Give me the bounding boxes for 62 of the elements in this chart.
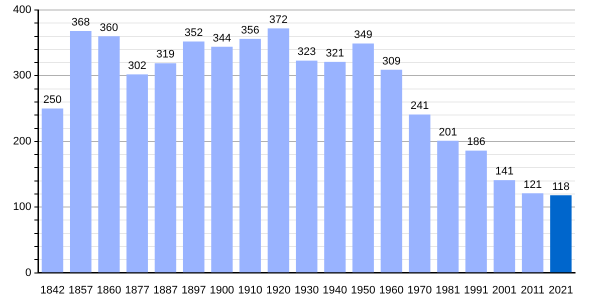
data-label: 319: [156, 48, 175, 61]
y-tick-label: 200: [12, 135, 32, 148]
bar: [522, 193, 544, 272]
bar: [352, 44, 374, 272]
bar: [182, 42, 204, 272]
x-tick-label: 1960: [379, 284, 404, 296]
bar: [239, 38, 261, 272]
bar: [550, 195, 572, 272]
bar: [98, 36, 120, 272]
bar: [70, 31, 92, 272]
data-label: 323: [297, 46, 316, 58]
data-label: 309: [382, 55, 401, 68]
bar: [296, 60, 318, 272]
x-tick-label: 1860: [96, 284, 122, 296]
data-label: 250: [43, 94, 62, 106]
bar: [154, 63, 176, 272]
data-label: 344: [212, 32, 232, 44]
x-tick-label: 1842: [40, 284, 65, 296]
x-tick-label: 1981: [436, 284, 460, 296]
bar: [437, 140, 459, 272]
data-label: 118: [552, 180, 570, 193]
x-tick-label: 1897: [181, 284, 206, 296]
data-label: 321: [326, 47, 344, 60]
x-tick-label: 1910: [238, 284, 262, 296]
data-label: 372: [269, 14, 288, 26]
x-tick-label: 1857: [68, 284, 93, 296]
x-tick-label: 1900: [210, 284, 234, 296]
y-tick-label: 400: [12, 4, 32, 16]
data-label: 356: [241, 24, 260, 36]
x-tick-label: 1991: [464, 284, 488, 296]
y-tick-label: 0: [25, 266, 32, 279]
x-tick-label: 2021: [548, 284, 574, 296]
bar: [126, 74, 148, 272]
bar: [408, 114, 430, 272]
data-label: 186: [466, 136, 486, 148]
x-tick-label: 1970: [407, 284, 432, 296]
x-tick-label: 1950: [350, 284, 376, 296]
data-label: 368: [72, 16, 90, 29]
data-label: 241: [410, 100, 429, 112]
bar: [380, 70, 402, 272]
bar: [211, 46, 233, 272]
x-tick-label: 1877: [124, 284, 150, 296]
bar: [494, 180, 516, 272]
x-tick-label: 1930: [294, 284, 319, 296]
x-tick-label: 1887: [153, 284, 178, 296]
data-label: 360: [100, 22, 118, 34]
y-tick-label: 100: [12, 201, 32, 214]
x-tick-label: 2011: [520, 284, 544, 296]
x-tick-label: 1940: [322, 284, 348, 296]
data-label: 121: [523, 178, 542, 191]
bar: [42, 108, 64, 272]
x-tick-label: 2001: [492, 284, 517, 296]
data-label: 201: [438, 126, 458, 138]
data-label: 352: [184, 27, 203, 40]
data-label: 349: [354, 29, 372, 42]
y-tick-label: 300: [12, 70, 32, 82]
data-label: 141: [495, 166, 514, 178]
data-label: 302: [128, 60, 146, 72]
bar: [324, 62, 346, 272]
bar: [465, 150, 487, 272]
bar: [268, 28, 290, 272]
x-tick-label: 1920: [266, 284, 291, 296]
